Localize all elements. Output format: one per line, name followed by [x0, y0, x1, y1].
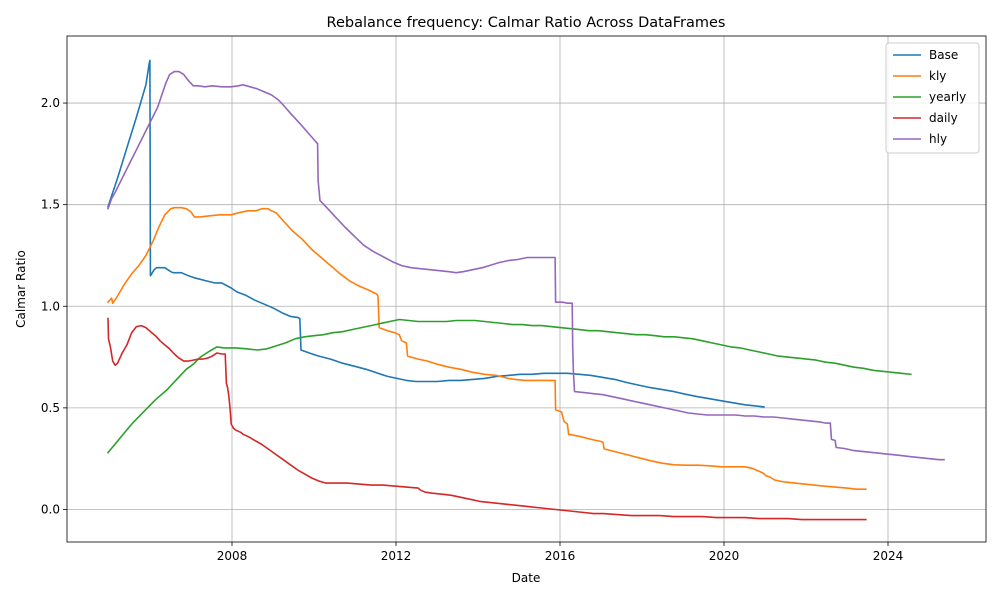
- y-tick-label: 2.0: [41, 96, 60, 110]
- plot-area-frame: [66, 35, 987, 543]
- series-line-hly: [106, 70, 945, 461]
- legend: Base kly yearly daily hly: [885, 42, 980, 154]
- x-tick-label: 2016: [545, 549, 576, 563]
- axis-ticks: 2008 2012 2016 2020 2024 0.0 0.5 1.0 1.5 2.0: [41, 96, 903, 563]
- chart-title: Rebalance frequency: Calmar Ratio Across…: [327, 15, 726, 31]
- legend-label-yearly: yearly: [929, 90, 966, 104]
- series-line-kly: [106, 206, 867, 490]
- series-layer: [106, 59, 945, 521]
- series-line-Base: [106, 59, 765, 408]
- series-line-yearly: [106, 318, 912, 454]
- legend-label-hly: hly: [929, 132, 947, 146]
- y-tick-label: 1.5: [41, 198, 60, 212]
- y-tick-label: 0.5: [41, 401, 60, 415]
- legend-label-kly: kly: [929, 69, 946, 83]
- x-tick-label: 2008: [217, 549, 248, 563]
- series-line-daily: [107, 317, 867, 521]
- x-tick-label: 2020: [709, 549, 740, 563]
- y-tick-label: 1.0: [41, 299, 60, 313]
- y-tick-label: 0.0: [41, 502, 60, 516]
- x-axis-title: Date: [512, 571, 541, 585]
- x-tick-label: 2024: [873, 549, 904, 563]
- y-axis-title: Calmar Ratio: [14, 250, 28, 328]
- legend-label-daily: daily: [929, 111, 958, 125]
- grid: [67, 36, 986, 542]
- legend-box: [885, 42, 980, 154]
- legend-label-Base: Base: [929, 48, 958, 62]
- x-tick-label: 2012: [381, 549, 412, 563]
